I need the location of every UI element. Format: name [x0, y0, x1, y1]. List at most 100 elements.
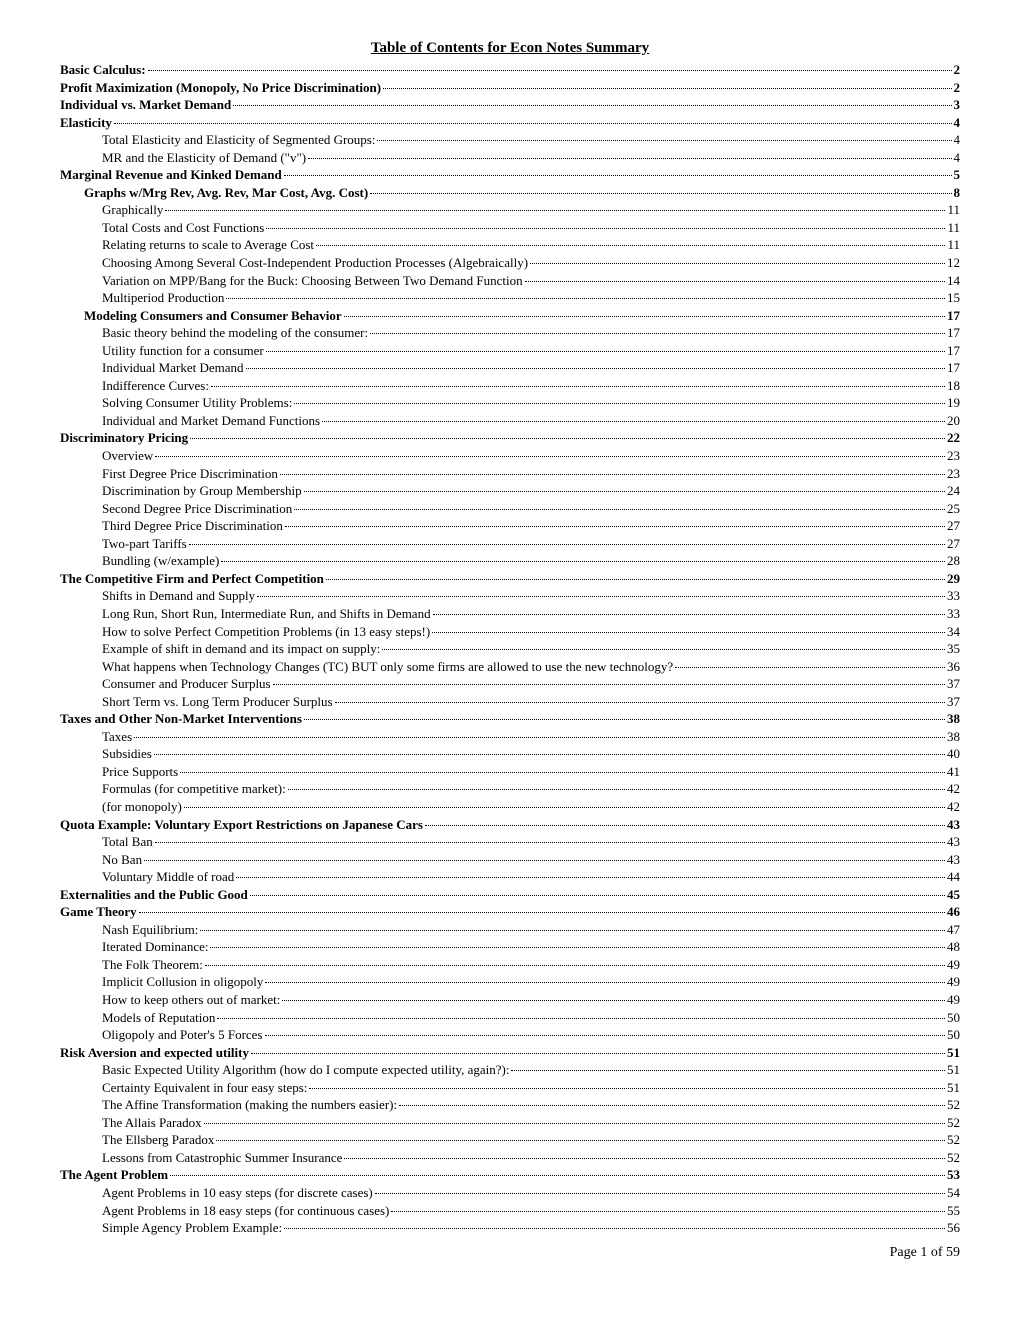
toc-entry-label: Lessons from Catastrophic Summer Insuran… [102, 1149, 342, 1167]
toc-entry: Quota Example: Voluntary Export Restrict… [60, 816, 960, 834]
toc-entry-label: Shifts in Demand and Supply [102, 587, 255, 605]
toc-entry-label: Agent Problems in 10 easy steps (for dis… [102, 1184, 373, 1202]
toc-entry-label: Quota Example: Voluntary Export Restrict… [60, 816, 423, 834]
toc-leader-dots [265, 1035, 946, 1036]
toc-entry-page: 42 [947, 780, 960, 798]
toc-leader-dots [309, 1088, 945, 1089]
toc-entry-label: Indifference Curves: [102, 377, 209, 395]
toc-entry-page: 18 [947, 377, 960, 395]
toc-entry-page: 52 [947, 1114, 960, 1132]
toc-leader-dots [308, 158, 951, 159]
toc-entry-page: 12 [947, 254, 960, 272]
toc-entry: Voluntary Middle of road44 [102, 868, 960, 886]
toc-entry-label: Iterated Dominance: [102, 938, 208, 956]
toc-entry-label: Oligopoly and Poter's 5 Forces [102, 1026, 263, 1044]
toc-entry: Iterated Dominance: 48 [102, 938, 960, 956]
toc-entry-label: Bundling (w/example) [102, 552, 219, 570]
toc-entry: Total Ban43 [102, 833, 960, 851]
toc-entry-label: How to solve Perfect Competition Problem… [102, 623, 430, 641]
toc-entry-page: 43 [947, 816, 960, 834]
toc-entry: MR and the Elasticity of Demand ("v")4 [102, 149, 960, 167]
toc-leader-dots [180, 772, 945, 773]
toc-leader-dots [165, 210, 945, 211]
toc-entry-label: Individual and Market Demand Functions [102, 412, 320, 430]
toc-entry-page: 23 [947, 465, 960, 483]
toc-entry: Graphically11 [102, 201, 960, 219]
toc-entry: Marginal Revenue and Kinked Demand5 [60, 166, 960, 184]
toc-leader-dots [250, 895, 945, 896]
toc-leader-dots [304, 719, 945, 720]
toc-entry: What happens when Technology Changes (TC… [102, 658, 960, 676]
toc-entry-page: 51 [947, 1044, 960, 1062]
toc-entry: Variation on MPP/Bang for the Buck: Choo… [102, 272, 960, 290]
toc-entry-label: Discriminatory Pricing [60, 429, 188, 447]
toc-entry-page: 49 [947, 991, 960, 1009]
toc-entry: First Degree Price Discrimination23 [102, 465, 960, 483]
toc-entry-page: 53 [947, 1166, 960, 1184]
toc-entry: Solving Consumer Utility Problems:19 [102, 394, 960, 412]
toc-leader-dots [154, 754, 945, 755]
toc-entry-page: 50 [947, 1026, 960, 1044]
toc-leader-dots [511, 1070, 945, 1071]
toc-entry: Graphs w/Mrg Rev, Avg. Rev, Mar Cost, Av… [84, 184, 960, 202]
toc-entry: Elasticity 4 [60, 114, 960, 132]
toc-entry: Example of shift in demand and its impac… [102, 640, 960, 658]
toc-entry-label: Taxes [102, 728, 132, 746]
toc-entry-label: Elasticity [60, 114, 112, 132]
toc-entry: The Folk Theorem:49 [102, 956, 960, 974]
toc-entry-page: 4 [954, 114, 961, 132]
toc-leader-dots [344, 316, 945, 317]
toc-entry-page: 17 [947, 359, 960, 377]
toc-entry: Long Run, Short Run, Intermediate Run, a… [102, 605, 960, 623]
toc-entry-page: 5 [954, 166, 961, 184]
toc-entry-page: 51 [947, 1079, 960, 1097]
toc-entry-label: Simple Agency Problem Example: [102, 1219, 282, 1237]
toc-entry: Third Degree Price Discrimination27 [102, 517, 960, 535]
toc-entry-label: Consumer and Producer Surplus [102, 675, 271, 693]
toc-entry: Short Term vs. Long Term Producer Surplu… [102, 693, 960, 711]
toc-leader-dots [246, 368, 945, 369]
toc-leader-dots [265, 982, 945, 983]
toc-entry: Formulas (for competitive market): 42 [102, 780, 960, 798]
toc-entry-label: Third Degree Price Discrimination [102, 517, 283, 535]
toc-leader-dots [399, 1105, 945, 1106]
toc-leader-dots [316, 245, 945, 246]
toc-entry-label: Price Supports [102, 763, 178, 781]
toc-entry-label: Utility function for a consumer [102, 342, 264, 360]
toc-entry-label: Models of Reputation [102, 1009, 215, 1027]
toc-entry: How to keep others out of market:49 [102, 991, 960, 1009]
toc-entry: Discriminatory Pricing22 [60, 429, 960, 447]
toc-entry: Agent Problems in 10 easy steps (for dis… [102, 1184, 960, 1202]
toc-entry-page: 48 [947, 938, 960, 956]
toc-leader-dots [144, 860, 945, 861]
toc-entry: Taxes and Other Non-Market Interventions… [60, 710, 960, 728]
toc-entry-label: Formulas (for competitive market): [102, 780, 286, 798]
toc-entry: Utility function for a consumer17 [102, 342, 960, 360]
toc-entry-page: 35 [947, 640, 960, 658]
toc-entry: Indifference Curves: 18 [102, 377, 960, 395]
toc-entry: Agent Problems in 18 easy steps (for con… [102, 1202, 960, 1220]
toc-entry-label: Discrimination by Group Membership [102, 482, 302, 500]
toc-entry-label: MR and the Elasticity of Demand ("v") [102, 149, 306, 167]
toc-entry: The Competitive Firm and Perfect Competi… [60, 570, 960, 588]
toc-entry: Choosing Among Several Cost-Independent … [102, 254, 960, 272]
toc-entry-page: 2 [954, 79, 961, 97]
toc-leader-dots [294, 509, 945, 510]
toc-entry: Discrimination by Group Membership24 [102, 482, 960, 500]
toc-leader-dots [382, 649, 945, 650]
toc-entry: Two-part Tariffs27 [102, 535, 960, 553]
toc-entry-page: 34 [947, 623, 960, 641]
toc-entry-label: Voluntary Middle of road [102, 868, 234, 886]
toc-entry-label: The Affine Transformation (making the nu… [102, 1096, 397, 1114]
toc-entry-label: Basic Calculus: [60, 61, 146, 79]
toc-entry-page: 2 [954, 61, 961, 79]
toc-entry-page: 51 [947, 1061, 960, 1079]
toc-leader-dots [326, 579, 945, 580]
toc-leader-dots [370, 333, 945, 334]
toc-leader-dots [226, 298, 945, 299]
toc-entry-page: 52 [947, 1131, 960, 1149]
toc-leader-dots [266, 351, 945, 352]
toc-leader-dots [134, 737, 945, 738]
toc-entry-page: 56 [947, 1219, 960, 1237]
toc-entry-label: Game Theory [60, 903, 137, 921]
